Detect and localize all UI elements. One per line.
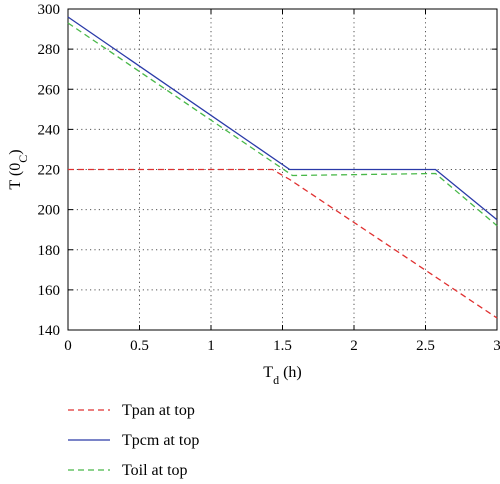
x-axis-label: Td (h): [263, 364, 301, 387]
legend-label-3: Toil at top: [122, 462, 188, 479]
y-tick-label: 240: [38, 122, 61, 138]
x-tick-label: 0.5: [130, 338, 149, 354]
x-tick-label: 2.5: [416, 338, 435, 354]
legend-label-2: Tpcm at top: [122, 432, 199, 449]
y-tick-label: 260: [38, 82, 61, 98]
legend-label-1: Tpan at top: [122, 402, 195, 419]
y-tick-label: 220: [38, 163, 61, 179]
y-tick-label: 300: [38, 2, 61, 18]
y-tick-label: 280: [38, 42, 61, 58]
series-line-3: [67, 22, 498, 227]
series-lines: [67, 16, 498, 319]
y-tick-label: 140: [38, 323, 61, 339]
x-tick-label: 3: [493, 338, 500, 354]
y-axis-label: T (0C): [7, 149, 30, 189]
x-tick-label: 1.5: [273, 338, 292, 354]
x-tick-label: 2: [350, 338, 358, 354]
y-tick-label: 180: [38, 243, 61, 259]
series-line-2: [67, 16, 498, 221]
x-tick-label: 1: [207, 338, 215, 354]
y-tick-label: 200: [38, 203, 61, 219]
y-tick-label: 160: [38, 283, 61, 299]
legend: Tpan at top Tpcm at top Toil at top: [68, 402, 199, 479]
x-tick-label: 0: [64, 338, 72, 354]
series-line-1: [68, 168, 498, 319]
ticks: 0 0.5 1 1.5 2 2.5 3 140 160 180 200 220 240 260 280 300: [38, 2, 500, 354]
